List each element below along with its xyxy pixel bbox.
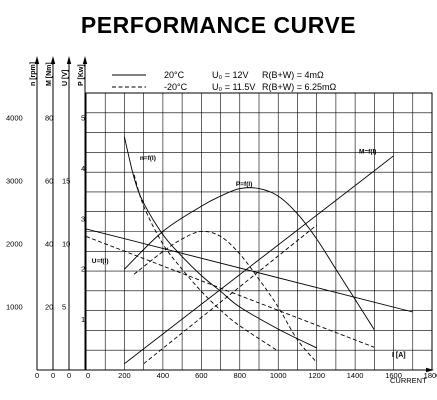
x-axis-arrow-icon — [426, 367, 434, 373]
y-tick-label-P: 4 — [81, 164, 85, 173]
x-tick-label: 0 — [51, 371, 55, 380]
legend-temp: 20°C — [164, 70, 185, 80]
x-tick-label: 1400 — [347, 371, 364, 380]
x-tick-label: 0 — [86, 371, 90, 380]
x-tick-label: 1600 — [385, 371, 402, 380]
y-tick-label-M: 60 — [45, 177, 53, 186]
x-tick-label: 1800 — [424, 371, 437, 380]
y-tick-label-U: 5 — [62, 303, 66, 312]
curve-label: P=f(I) — [236, 181, 252, 188]
y-axis-arrow-icon — [82, 56, 88, 64]
x-tick-label: 1200 — [308, 371, 325, 380]
x-tick-label: 400 — [157, 371, 170, 380]
y-tick-label-P: 2 — [81, 265, 85, 274]
y-tick-label-M: 40 — [45, 240, 53, 249]
grid — [85, 92, 433, 371]
series-line-n-warm — [123, 136, 317, 349]
curve-label: M=f(I) — [359, 148, 377, 155]
chart-title: PERFORMANCE CURVE — [80, 12, 357, 38]
series-line-M-warm — [124, 155, 394, 365]
y-tick-label-n: 3000 — [6, 177, 23, 186]
curve-label: U=f(I) — [92, 258, 109, 265]
y-tick-label-P: 3 — [81, 214, 85, 223]
x-tick-label: 600 — [195, 371, 208, 380]
y-tick-label-M: 20 — [45, 303, 53, 312]
legend-resistance: R(B+W) = 6.25mΩ — [262, 82, 337, 92]
x-axis-label: I [A] — [392, 352, 406, 359]
x-tick-label: 200 — [118, 371, 131, 380]
y-axis-title-M: M [Nm] — [46, 62, 53, 86]
legend-temp: -20°C — [164, 82, 188, 92]
series-line-M-cold — [143, 224, 317, 365]
y-tick-label-U: 15 — [62, 177, 70, 186]
series-line-P-warm — [124, 187, 375, 330]
legend-resistance: R(B+W) = 4mΩ — [262, 70, 324, 80]
y-tick-label-U: 10 — [62, 240, 70, 249]
series-line-n-cold — [133, 174, 279, 352]
y-axis-arrow-icon — [66, 56, 72, 64]
y-tick-label-M: 80 — [45, 114, 53, 123]
legend-voltage: U₀ = 12V — [212, 70, 249, 80]
series-line-P-cold — [133, 230, 318, 363]
x-tick-label: 1000 — [270, 371, 287, 380]
series-line-U-cold — [85, 235, 375, 348]
y-axis-arrow-icon — [34, 56, 40, 64]
y-axis-title-n: n [rpm] — [30, 62, 37, 86]
series-line-U-warm — [85, 228, 413, 313]
x-axis-caption: CURRENT — [390, 376, 427, 385]
y-tick-label-n: 2000 — [6, 240, 23, 249]
curve-label: n=f(I) — [140, 155, 156, 162]
x-tick-label: 800 — [234, 371, 247, 380]
y-tick-label-n: 1000 — [6, 303, 23, 312]
legend-voltage: U₀ = 11.5V — [212, 82, 255, 92]
y-tick-label-n: 4000 — [6, 114, 23, 123]
y-axis-arrow-icon — [50, 56, 56, 64]
y-tick-label-P: 5 — [81, 114, 85, 123]
y-axis-title-P: P [Kw] — [78, 64, 85, 86]
y-axis-title-U: U [V] — [62, 70, 69, 86]
x-tick-label: 0 — [35, 371, 39, 380]
x-tick-label: 0 — [67, 371, 71, 380]
y-tick-label-P: 1 — [81, 315, 85, 324]
